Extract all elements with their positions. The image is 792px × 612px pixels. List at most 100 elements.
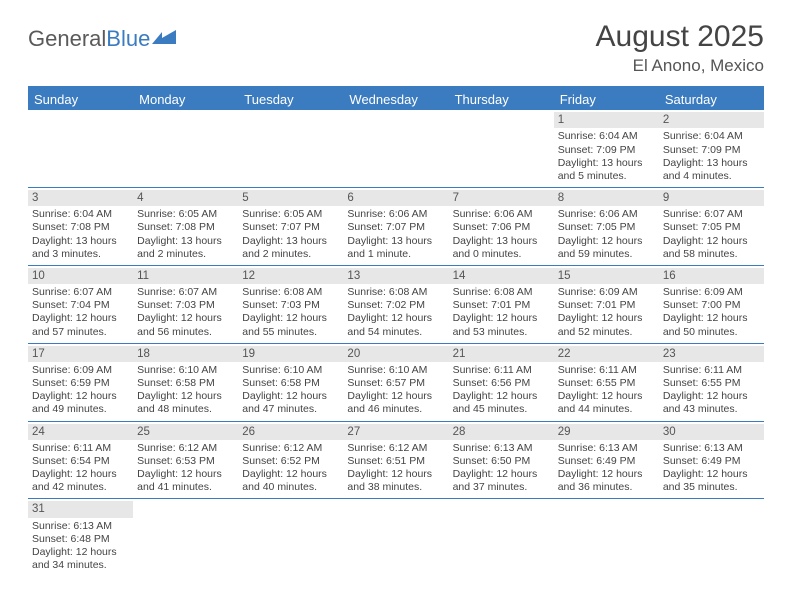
daylight-text: Daylight: 12 hours <box>137 390 234 403</box>
sunset-text: Sunset: 6:53 PM <box>137 455 234 468</box>
sunrise-text: Sunrise: 6:04 AM <box>32 208 129 221</box>
weekday-label: Friday <box>554 88 659 110</box>
empty-cell <box>343 110 448 187</box>
daylight-text: Daylight: 12 hours <box>558 235 655 248</box>
week-row: 31Sunrise: 6:13 AMSunset: 6:48 PMDayligh… <box>28 499 764 576</box>
daylight-text: and 46 minutes. <box>347 403 444 416</box>
daylight-text: Daylight: 12 hours <box>453 390 550 403</box>
daylight-text: and 45 minutes. <box>453 403 550 416</box>
sunrise-text: Sunrise: 6:10 AM <box>347 364 444 377</box>
sunrise-text: Sunrise: 6:09 AM <box>32 364 129 377</box>
day-number: 27 <box>343 424 448 440</box>
daylight-text: and 50 minutes. <box>663 326 760 339</box>
daylight-text: Daylight: 12 hours <box>453 468 550 481</box>
daylight-text: Daylight: 12 hours <box>32 390 129 403</box>
empty-cell <box>449 110 554 187</box>
week-row: 3Sunrise: 6:04 AMSunset: 7:08 PMDaylight… <box>28 188 764 266</box>
day-number: 9 <box>659 190 764 206</box>
sunset-text: Sunset: 6:49 PM <box>663 455 760 468</box>
day-number: 10 <box>28 268 133 284</box>
day-number: 7 <box>449 190 554 206</box>
day-cell: 21Sunrise: 6:11 AMSunset: 6:56 PMDayligh… <box>449 344 554 421</box>
day-cell: 4Sunrise: 6:05 AMSunset: 7:08 PMDaylight… <box>133 188 238 265</box>
location: El Anono, Mexico <box>596 56 764 76</box>
sunrise-text: Sunrise: 6:12 AM <box>242 442 339 455</box>
sunset-text: Sunset: 6:51 PM <box>347 455 444 468</box>
sunrise-text: Sunrise: 6:12 AM <box>137 442 234 455</box>
daylight-text: Daylight: 13 hours <box>663 157 760 170</box>
day-number: 16 <box>659 268 764 284</box>
daylight-text: and 42 minutes. <box>32 481 129 494</box>
day-cell: 6Sunrise: 6:06 AMSunset: 7:07 PMDaylight… <box>343 188 448 265</box>
sunrise-text: Sunrise: 6:10 AM <box>137 364 234 377</box>
day-number: 4 <box>133 190 238 206</box>
day-number: 26 <box>238 424 343 440</box>
sunrise-text: Sunrise: 6:09 AM <box>663 286 760 299</box>
day-cell: 29Sunrise: 6:13 AMSunset: 6:49 PMDayligh… <box>554 422 659 499</box>
daylight-text: Daylight: 12 hours <box>242 468 339 481</box>
weekday-label: Sunday <box>28 88 133 110</box>
daylight-text: and 44 minutes. <box>558 403 655 416</box>
day-cell: 30Sunrise: 6:13 AMSunset: 6:49 PMDayligh… <box>659 422 764 499</box>
daylight-text: and 56 minutes. <box>137 326 234 339</box>
daylight-text: Daylight: 13 hours <box>453 235 550 248</box>
empty-cell <box>133 499 238 576</box>
day-number: 12 <box>238 268 343 284</box>
empty-cell <box>28 110 133 187</box>
calendar: SundayMondayTuesdayWednesdayThursdayFrid… <box>28 86 764 576</box>
sunrise-text: Sunrise: 6:08 AM <box>242 286 339 299</box>
daylight-text: and 48 minutes. <box>137 403 234 416</box>
week-row: 1Sunrise: 6:04 AMSunset: 7:09 PMDaylight… <box>28 110 764 188</box>
sunrise-text: Sunrise: 6:08 AM <box>453 286 550 299</box>
sunrise-text: Sunrise: 6:06 AM <box>347 208 444 221</box>
daylight-text: and 34 minutes. <box>32 559 129 572</box>
sunset-text: Sunset: 6:58 PM <box>137 377 234 390</box>
day-number: 24 <box>28 424 133 440</box>
sunset-text: Sunset: 7:08 PM <box>137 221 234 234</box>
daylight-text: and 49 minutes. <box>32 403 129 416</box>
day-number: 18 <box>133 346 238 362</box>
sunrise-text: Sunrise: 6:13 AM <box>32 520 129 533</box>
day-cell: 23Sunrise: 6:11 AMSunset: 6:55 PMDayligh… <box>659 344 764 421</box>
day-number: 2 <box>659 112 764 128</box>
sunrise-text: Sunrise: 6:09 AM <box>558 286 655 299</box>
daylight-text: and 0 minutes. <box>453 248 550 261</box>
empty-cell <box>238 110 343 187</box>
day-number: 17 <box>28 346 133 362</box>
sunset-text: Sunset: 7:04 PM <box>32 299 129 312</box>
daylight-text: Daylight: 12 hours <box>453 312 550 325</box>
day-cell: 26Sunrise: 6:12 AMSunset: 6:52 PMDayligh… <box>238 422 343 499</box>
daylight-text: Daylight: 12 hours <box>242 312 339 325</box>
daylight-text: and 41 minutes. <box>137 481 234 494</box>
day-cell: 8Sunrise: 6:06 AMSunset: 7:05 PMDaylight… <box>554 188 659 265</box>
sunset-text: Sunset: 6:58 PM <box>242 377 339 390</box>
weekday-label: Saturday <box>659 88 764 110</box>
sunrise-text: Sunrise: 6:04 AM <box>663 130 760 143</box>
day-number: 5 <box>238 190 343 206</box>
day-number: 1 <box>554 112 659 128</box>
sunrise-text: Sunrise: 6:07 AM <box>32 286 129 299</box>
day-number: 21 <box>449 346 554 362</box>
weekday-label: Thursday <box>449 88 554 110</box>
day-cell: 3Sunrise: 6:04 AMSunset: 7:08 PMDaylight… <box>28 188 133 265</box>
day-cell: 13Sunrise: 6:08 AMSunset: 7:02 PMDayligh… <box>343 266 448 343</box>
day-cell: 11Sunrise: 6:07 AMSunset: 7:03 PMDayligh… <box>133 266 238 343</box>
day-cell: 25Sunrise: 6:12 AMSunset: 6:53 PMDayligh… <box>133 422 238 499</box>
sunset-text: Sunset: 6:50 PM <box>453 455 550 468</box>
day-cell: 17Sunrise: 6:09 AMSunset: 6:59 PMDayligh… <box>28 344 133 421</box>
daylight-text: and 47 minutes. <box>242 403 339 416</box>
sunrise-text: Sunrise: 6:05 AM <box>242 208 339 221</box>
daylight-text: Daylight: 12 hours <box>347 390 444 403</box>
sunset-text: Sunset: 6:48 PM <box>32 533 129 546</box>
daylight-text: and 37 minutes. <box>453 481 550 494</box>
day-number: 28 <box>449 424 554 440</box>
sunset-text: Sunset: 6:55 PM <box>558 377 655 390</box>
day-number: 29 <box>554 424 659 440</box>
sunrise-text: Sunrise: 6:05 AM <box>137 208 234 221</box>
daylight-text: Daylight: 12 hours <box>558 312 655 325</box>
day-cell: 2Sunrise: 6:04 AMSunset: 7:09 PMDaylight… <box>659 110 764 187</box>
day-number: 14 <box>449 268 554 284</box>
daylight-text: and 57 minutes. <box>32 326 129 339</box>
daylight-text: Daylight: 12 hours <box>663 235 760 248</box>
sunrise-text: Sunrise: 6:11 AM <box>558 364 655 377</box>
